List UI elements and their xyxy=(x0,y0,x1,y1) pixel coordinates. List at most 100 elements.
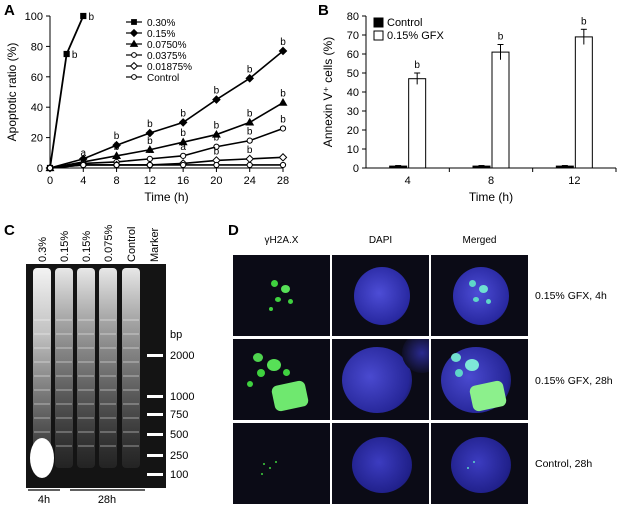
gel-lane-label: 0.15% xyxy=(59,231,71,262)
data-point xyxy=(180,152,187,159)
micrograph-merged-4h xyxy=(431,255,528,336)
legend-label: Control xyxy=(387,17,422,29)
marker-band xyxy=(147,433,163,436)
data-point xyxy=(178,118,188,127)
x-tick-label: 0 xyxy=(47,175,53,187)
data-point xyxy=(278,98,288,106)
gel-bright-band xyxy=(30,438,54,478)
significance-label: b xyxy=(247,145,253,156)
y-tick-label: 20 xyxy=(31,133,43,145)
marker-band xyxy=(147,395,163,398)
x-tick-label: 8 xyxy=(488,175,494,187)
x-tick-label: 20 xyxy=(210,175,222,187)
gel-lane xyxy=(77,268,95,468)
significance-label: b xyxy=(214,133,220,144)
legend-label: Control xyxy=(147,73,179,84)
data-point xyxy=(178,137,188,146)
chart-a: 0 20 40 60 80 100 0 4 8 12 16 20 24 28 Time (h) Apoptot… xyxy=(5,11,289,204)
micrograph-dapi-4h xyxy=(332,255,429,336)
legend-marker xyxy=(131,52,137,58)
series-line xyxy=(49,127,284,169)
gel-lane-label: 0.3% xyxy=(37,237,49,262)
data-point xyxy=(211,129,221,138)
gel-lane-label: 0.15% xyxy=(81,231,93,262)
data-point xyxy=(46,164,54,172)
data-point xyxy=(213,161,220,169)
row-label-control: Control, 28h xyxy=(535,458,593,470)
gel-marker-label: 2000 xyxy=(170,350,194,362)
significance-label: b xyxy=(89,12,95,23)
significance-label: b xyxy=(214,121,220,132)
y-tick-label: 80 xyxy=(347,11,359,23)
group-4h-label: 4h xyxy=(38,494,50,505)
data-point xyxy=(113,161,120,169)
data-point xyxy=(213,143,220,150)
x-tick-label: 4 xyxy=(80,175,86,187)
significance-label: b xyxy=(498,32,504,43)
significance-label: b xyxy=(280,37,286,48)
data-point xyxy=(146,161,153,169)
x-tick-label: 12 xyxy=(568,175,580,187)
x-axis-label: Time (h) xyxy=(144,190,188,204)
gel-lane xyxy=(55,268,73,468)
marker-band xyxy=(147,354,163,357)
marker-band xyxy=(147,473,163,476)
data-point xyxy=(245,74,255,83)
y-tick-label: 0 xyxy=(353,163,359,175)
legend-swatch xyxy=(373,30,384,41)
group-28h-label: 28h xyxy=(98,494,116,505)
row-label-28h: 0.15% GFX, 28h xyxy=(535,375,613,387)
significance-label: a xyxy=(81,148,87,159)
data-point xyxy=(145,145,155,153)
x-tick-label: 16 xyxy=(177,175,189,187)
panel-d-letter: D xyxy=(228,222,239,239)
data-point xyxy=(212,95,221,104)
panel-b-letter: B xyxy=(318,2,329,19)
significance-label: b xyxy=(180,128,186,139)
significance-label: b xyxy=(247,127,253,138)
gel-lane-label: Marker xyxy=(149,227,161,262)
bar xyxy=(491,51,510,169)
column-header-dapi: DAPI xyxy=(368,235,393,246)
series-line xyxy=(49,50,284,169)
gel-marker-label: 250 xyxy=(170,450,188,462)
data-point xyxy=(245,117,255,126)
significance-label: b xyxy=(280,114,286,125)
y-tick-label: 80 xyxy=(31,41,43,53)
x-tick-label: 24 xyxy=(244,175,256,187)
significance-label: b xyxy=(114,131,120,142)
significance-label: a xyxy=(147,145,153,156)
legend-marker xyxy=(129,39,139,47)
legend-label: 0.15% xyxy=(147,29,175,40)
micrograph-merged-28h xyxy=(431,339,528,420)
gel-marker-label: 1000 xyxy=(170,391,194,403)
data-point xyxy=(63,50,70,58)
data-point xyxy=(246,137,253,144)
bar xyxy=(408,78,427,169)
y-tick-label: 30 xyxy=(347,106,359,118)
significance-label: b xyxy=(147,119,153,130)
column-header-merged: Merged xyxy=(462,235,497,246)
series-0: bb xyxy=(46,12,95,172)
data-point xyxy=(278,46,288,56)
row-label-4h: 0.15% GFX, 4h xyxy=(535,290,607,302)
legend-label: 0.01875% xyxy=(147,62,192,73)
y-tick-label: 40 xyxy=(31,102,43,114)
significance-label: b xyxy=(247,64,253,75)
y-tick-label: 40 xyxy=(347,87,359,99)
microscopy-panel: γH2A.X DAPI Merged 0.15% GFX, 4h xyxy=(225,220,626,505)
y-tick-label: 100 xyxy=(25,11,43,23)
micrograph-h2ax-28h xyxy=(233,339,330,420)
panel-a-letter: A xyxy=(4,2,15,19)
marker-band xyxy=(147,413,163,416)
x-axis-label: Time (h) xyxy=(469,190,513,204)
data-point xyxy=(180,161,187,169)
data-point xyxy=(246,161,253,169)
data-point xyxy=(145,128,155,138)
gel-marker-label: 100 xyxy=(170,469,188,481)
gel-lane xyxy=(122,268,140,468)
bar xyxy=(574,36,593,169)
gel-image: 0.3% 0.15% 0.15% 0.075% Control Marker b… xyxy=(26,224,194,505)
gel-bp-label: bp xyxy=(170,329,182,341)
